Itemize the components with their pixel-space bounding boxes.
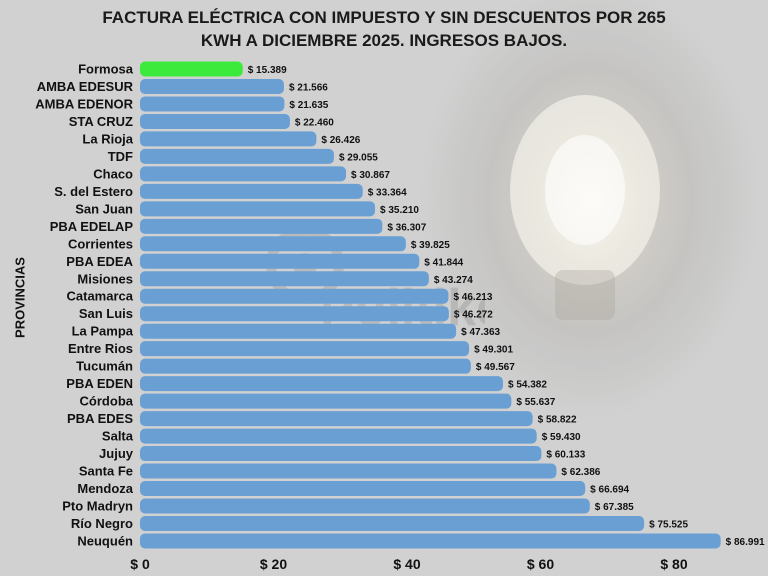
- bar: [140, 236, 406, 252]
- data-label: $ 26.426: [321, 135, 360, 146]
- bar: [140, 306, 449, 322]
- bar: [140, 96, 285, 112]
- data-label: $ 15.389: [248, 65, 287, 76]
- chart-title-line-1: FACTURA ELÉCTRICA CON IMPUESTO Y SIN DES…: [102, 8, 666, 27]
- bar: [140, 253, 420, 269]
- data-label: $ 35.210: [380, 205, 419, 216]
- bar: [140, 113, 290, 129]
- bar: [140, 358, 471, 374]
- data-label: $ 36.307: [387, 222, 426, 233]
- data-label: $ 39.825: [411, 240, 450, 251]
- category-label: Río Negro: [71, 516, 133, 531]
- bar: [140, 78, 284, 94]
- data-label: $ 30.867: [351, 170, 390, 181]
- category-label: PBA EDELAP: [50, 219, 134, 234]
- data-label: $ 58.822: [538, 415, 577, 426]
- data-label: $ 66.694: [590, 485, 629, 496]
- bar: [140, 411, 533, 427]
- bar: [140, 498, 590, 514]
- bar: [140, 341, 470, 357]
- bar: [140, 533, 721, 549]
- bar: [140, 148, 334, 164]
- category-label: S. del Estero: [54, 184, 133, 199]
- category-label: Misiones: [77, 271, 133, 286]
- category-label: Jujuy: [99, 446, 134, 461]
- category-label: Tucumán: [76, 359, 133, 374]
- category-label: Pto Madryn: [62, 499, 133, 514]
- category-label: Chaco: [93, 166, 133, 181]
- data-label: $ 22.460: [295, 117, 334, 128]
- bar: [140, 323, 457, 339]
- bar: [140, 271, 429, 287]
- data-label: $ 21.635: [289, 100, 328, 111]
- category-label: Catamarca: [67, 289, 134, 304]
- data-label: $ 29.055: [339, 152, 378, 163]
- data-label: $ 33.364: [368, 187, 407, 198]
- category-label: San Juan: [75, 201, 133, 216]
- data-label: $ 43.274: [434, 275, 473, 286]
- data-label: $ 60.133: [546, 450, 585, 461]
- category-label: San Luis: [79, 306, 133, 321]
- bar: [140, 288, 449, 304]
- category-label: Salta: [102, 429, 134, 444]
- bar: [140, 515, 645, 531]
- category-label: AMBA EDENOR: [35, 96, 133, 111]
- category-label: Corrientes: [68, 236, 133, 251]
- category-label: PBA EDEN: [66, 376, 133, 391]
- x-tick-label: $ 20: [260, 556, 287, 572]
- bar: [140, 131, 317, 147]
- x-tick-label: $ 60: [527, 556, 554, 572]
- bar: [140, 218, 383, 234]
- bar: [140, 446, 542, 462]
- data-label: $ 86.991: [726, 537, 765, 548]
- bar: [140, 481, 586, 497]
- bar: [140, 166, 347, 182]
- chart-title-line-2: KWH A DICIEMBRE 2025. INGRESOS BAJOS.: [200, 31, 568, 50]
- bar: [140, 428, 537, 444]
- data-label: $ 21.566: [289, 82, 328, 93]
- data-label: $ 49.301: [474, 345, 513, 356]
- category-label: Córdoba: [80, 394, 134, 409]
- x-tick-label: $ 80: [660, 556, 687, 572]
- category-label: Neuquén: [77, 533, 133, 548]
- bar: [140, 376, 503, 392]
- category-label: Mendoza: [77, 481, 133, 496]
- bar: [140, 183, 363, 199]
- data-label: $ 49.567: [476, 362, 515, 373]
- data-label: $ 46.213: [453, 292, 492, 303]
- category-label: La Pampa: [72, 324, 134, 339]
- data-label: $ 41.844: [424, 257, 463, 268]
- data-label: $ 75.525: [649, 519, 688, 530]
- category-label: AMBA EDESUR: [37, 79, 134, 94]
- category-label: PBA EDEA: [66, 254, 133, 269]
- data-label: $ 67.385: [595, 502, 634, 513]
- category-label: PBA EDES: [67, 411, 133, 426]
- category-label: Entre Rios: [68, 341, 133, 356]
- x-tick-label: $ 0: [130, 556, 150, 572]
- chart-title: FACTURA ELÉCTRICA CON IMPUESTO Y SIN DES…: [0, 6, 768, 52]
- bar: [140, 393, 512, 409]
- bar: [140, 61, 243, 77]
- x-tick-label: $ 40: [393, 556, 420, 572]
- category-label: Formosa: [78, 62, 134, 77]
- data-label: $ 55.637: [516, 397, 555, 408]
- bar: [140, 463, 557, 479]
- data-label: $ 59.430: [542, 432, 581, 443]
- data-label: $ 62.386: [561, 467, 600, 478]
- category-label: TDF: [108, 149, 133, 164]
- data-label: $ 54.382: [508, 380, 547, 391]
- bar: [140, 201, 376, 217]
- data-label: $ 47.363: [461, 327, 500, 338]
- category-label: STA CRUZ: [69, 114, 133, 129]
- data-label: $ 46.272: [454, 310, 493, 321]
- category-label: Santa Fe: [79, 464, 133, 479]
- category-label: La Rioja: [82, 131, 133, 146]
